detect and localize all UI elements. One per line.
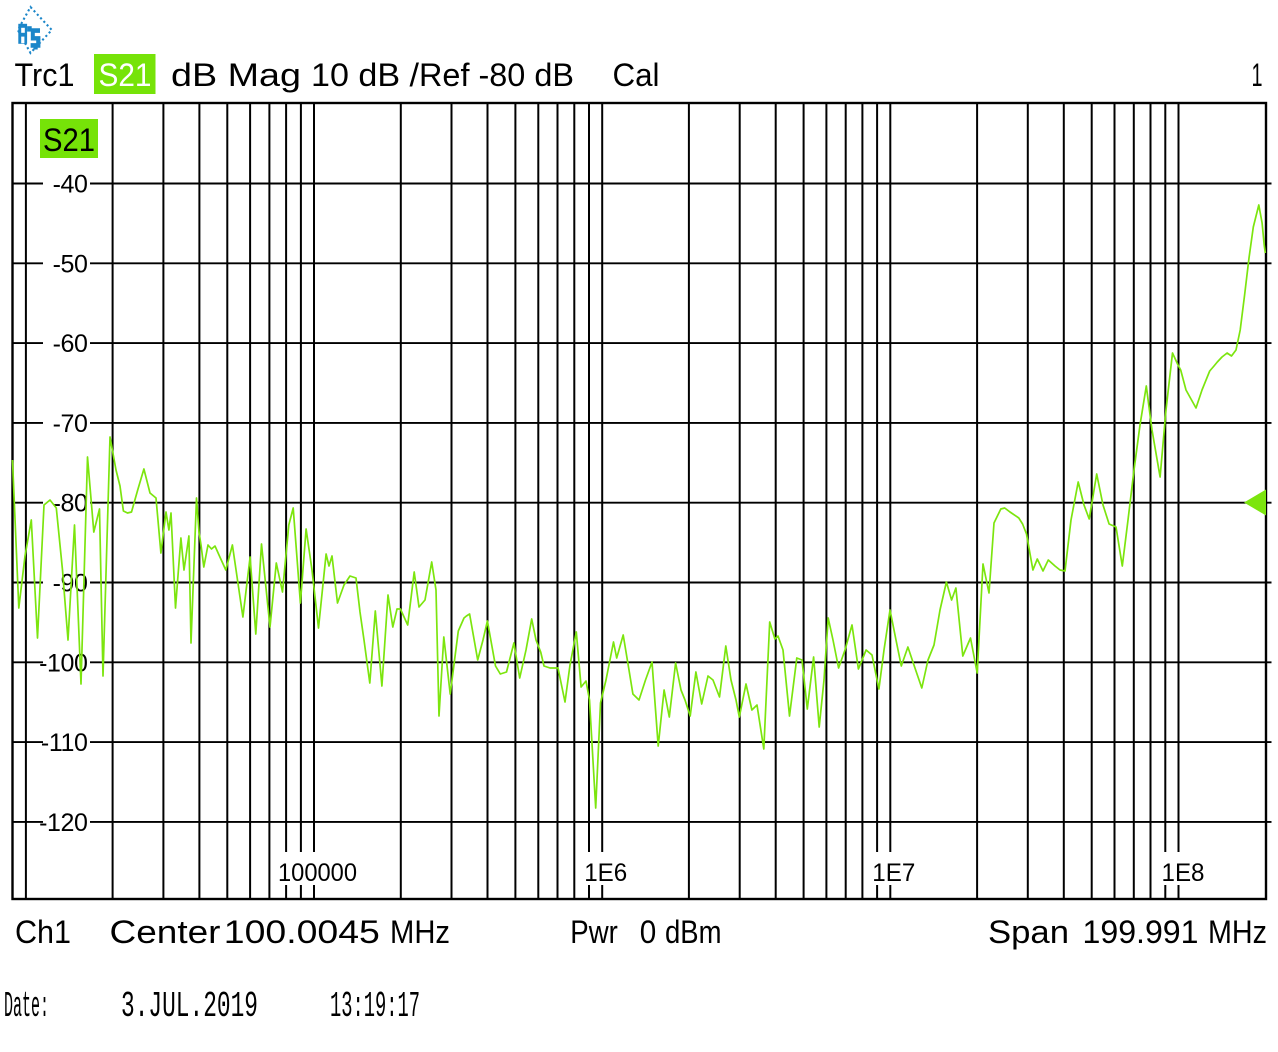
svg-text:S21: S21	[99, 57, 152, 93]
svg-text:-60: -60	[53, 330, 88, 358]
svg-text:dB Mag: dB Mag	[171, 57, 301, 93]
svg-text:Pwr: Pwr	[570, 914, 618, 950]
svg-text:1E7: 1E7	[872, 859, 915, 887]
svg-text:-110: -110	[41, 729, 88, 757]
svg-text:Date:: Date:	[4, 987, 49, 1027]
svg-text:MHz: MHz	[1208, 914, 1267, 950]
svg-text:Trc1: Trc1	[15, 57, 75, 93]
svg-text:Ref -80 dB: Ref -80 dB	[419, 57, 574, 93]
svg-text:Cal: Cal	[613, 57, 660, 93]
svg-text:13:19:17: 13:19:17	[330, 987, 420, 1027]
svg-text:3.JUL.2019: 3.JUL.2019	[121, 987, 258, 1027]
svg-text:1: 1	[1252, 57, 1263, 93]
svg-text:100.0045: 100.0045	[224, 914, 380, 950]
svg-text:-80: -80	[53, 490, 88, 518]
svg-text:100000: 100000	[278, 859, 357, 887]
svg-text:Ch1: Ch1	[15, 914, 71, 950]
svg-text:-40: -40	[53, 171, 88, 199]
svg-text:-50: -50	[53, 250, 88, 278]
svg-text:1E8: 1E8	[1162, 859, 1205, 887]
svg-text:1E6: 1E6	[584, 859, 627, 887]
svg-text:Center: Center	[110, 914, 221, 950]
svg-text:Span: Span	[988, 914, 1069, 950]
svg-text:0: 0	[640, 914, 657, 950]
svg-text:-120: -120	[39, 809, 87, 837]
svg-text:-70: -70	[53, 410, 88, 438]
svg-text:199.991: 199.991	[1083, 914, 1199, 950]
svg-text:10 dB /: 10 dB /	[311, 57, 419, 93]
svg-text:S21: S21	[43, 122, 95, 158]
svg-text:dBm: dBm	[665, 914, 722, 950]
svg-text:MHz: MHz	[390, 914, 450, 950]
